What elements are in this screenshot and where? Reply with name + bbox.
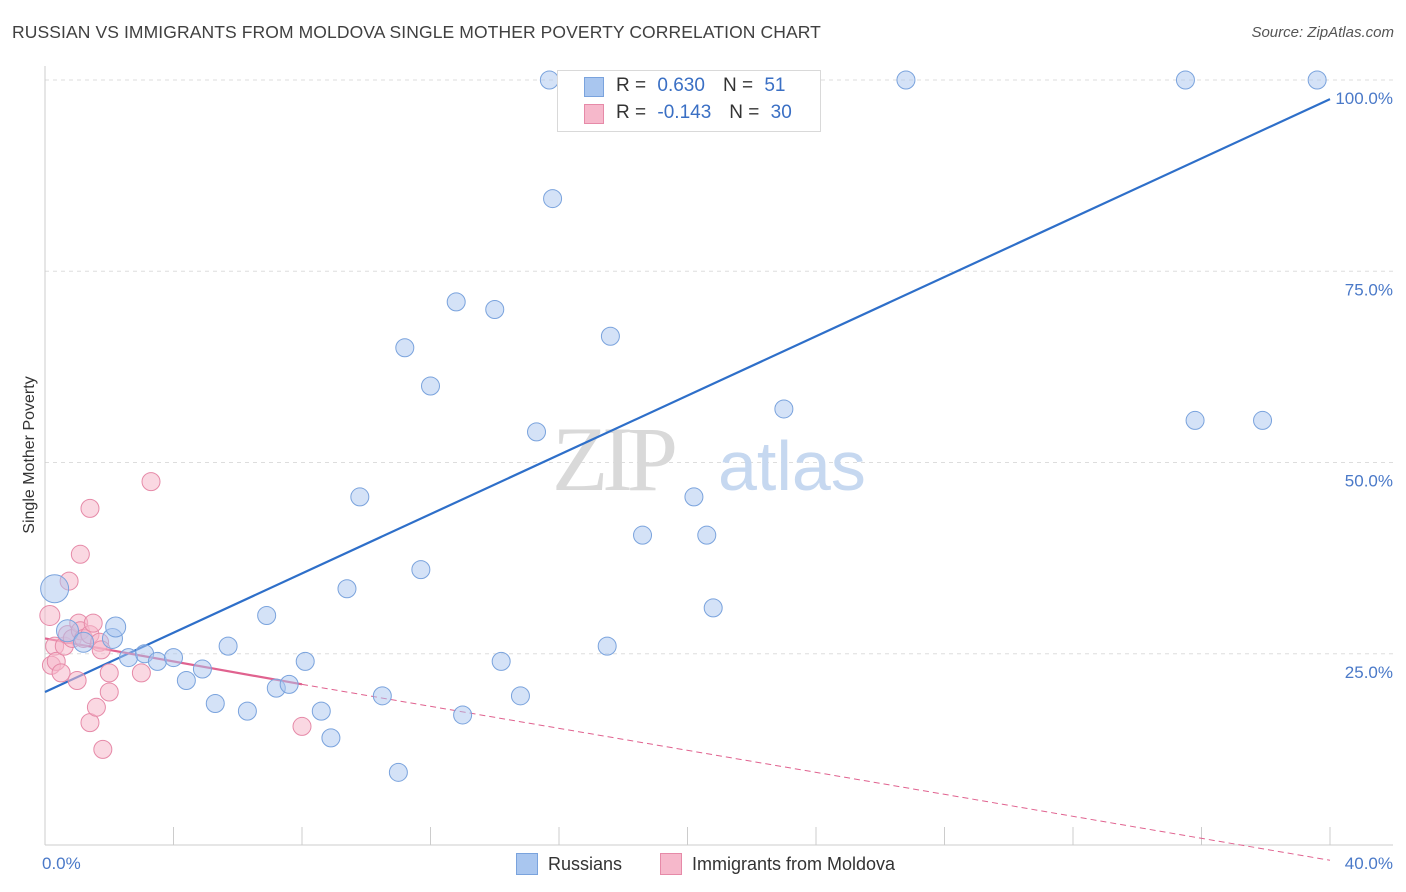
- point-russians: [147, 651, 167, 671]
- point-russians: [105, 616, 127, 638]
- point-russians: [597, 636, 617, 656]
- point-moldova: [99, 682, 119, 702]
- watermark-zip: ZIP: [552, 408, 675, 510]
- point-russians: [1185, 410, 1205, 430]
- point-russians: [192, 659, 212, 679]
- point-moldova: [93, 739, 113, 759]
- point-russians: [539, 70, 559, 90]
- point-moldova: [131, 663, 151, 683]
- legend-item-russians: Russians: [516, 850, 622, 878]
- n-label: N =: [722, 75, 754, 96]
- point-moldova: [67, 671, 87, 691]
- point-moldova: [83, 613, 103, 633]
- point-moldova: [99, 663, 119, 683]
- n-value-moldova: 30: [770, 102, 792, 123]
- point-russians: [1307, 70, 1327, 90]
- y-axis-label: Single Mother Poverty: [21, 376, 38, 533]
- point-russians: [350, 487, 370, 507]
- trend-extension-moldova: [301, 683, 1331, 861]
- r-value-russians: 0.630: [657, 75, 705, 96]
- point-russians: [1253, 410, 1273, 430]
- point-russians: [395, 338, 415, 358]
- point-russians: [896, 70, 916, 90]
- legend-swatch-russians: [584, 77, 604, 97]
- point-russians: [446, 292, 466, 312]
- legend-swatch-moldova: [660, 853, 682, 875]
- n-value-russians: 51: [764, 75, 786, 96]
- point-russians: [321, 728, 341, 748]
- y-tick-label: 100.0%: [1335, 89, 1393, 108]
- point-russians: [421, 376, 440, 396]
- point-russians: [119, 648, 139, 668]
- chart-title: RUSSIAN VS IMMIGRANTS FROM MOLDOVA SINGL…: [12, 22, 821, 42]
- n-label: N =: [729, 102, 760, 123]
- point-russians: [164, 648, 183, 668]
- legend-swatch-moldova: [584, 104, 604, 124]
- point-moldova: [39, 605, 61, 626]
- point-russians: [491, 651, 511, 671]
- points-russians: [40, 70, 1327, 782]
- point-russians: [205, 693, 225, 713]
- r-value-moldova: -0.143: [657, 102, 712, 123]
- point-moldova: [70, 544, 90, 564]
- point-russians: [697, 525, 717, 545]
- point-russians: [453, 705, 473, 725]
- r-label: R =: [616, 102, 647, 123]
- point-russians: [55, 619, 79, 643]
- point-moldova: [141, 472, 161, 492]
- point-russians: [703, 598, 723, 618]
- point-russians: [73, 631, 95, 653]
- x-tick-label: 0.0%: [42, 854, 81, 873]
- point-russians: [1175, 70, 1195, 90]
- r-label: R =: [616, 75, 647, 96]
- point-russians: [279, 674, 299, 694]
- point-russians: [257, 606, 277, 625]
- point-russians: [510, 686, 530, 706]
- legend-item-moldova: Immigrants from Moldova: [660, 850, 895, 878]
- point-russians: [372, 686, 392, 706]
- point-russians: [311, 701, 331, 721]
- point-russians: [684, 487, 704, 507]
- axes: [44, 66, 1393, 846]
- point-russians: [337, 579, 357, 599]
- grid-lines: [45, 79, 1393, 655]
- legend-swatch-russians: [516, 853, 538, 875]
- legend-row-moldova: R = -0.143 N = 30: [616, 101, 792, 125]
- point-moldova: [86, 697, 106, 717]
- y-tick-label: 25.0%: [1345, 663, 1393, 682]
- point-russians: [527, 422, 547, 442]
- point-russians: [176, 671, 196, 691]
- y-tick-label: 75.0%: [1345, 280, 1393, 299]
- point-russians: [543, 189, 563, 209]
- point-russians: [388, 762, 408, 782]
- x-tick-label: 40.0%: [1345, 854, 1393, 873]
- point-moldova: [80, 498, 100, 518]
- point-russians: [237, 701, 257, 721]
- y-tick-label: 50.0%: [1345, 472, 1393, 491]
- point-russians: [600, 326, 620, 346]
- point-russians: [633, 525, 653, 545]
- legend-label-moldova: Immigrants from Moldova: [692, 853, 896, 874]
- source-label: Source: ZipAtlas.com: [1251, 24, 1394, 41]
- legend-label-russians: Russians: [548, 853, 623, 874]
- point-russians: [774, 399, 794, 419]
- point-russians: [218, 636, 238, 656]
- watermark-atlas: atlas: [718, 427, 866, 505]
- point-russians: [295, 651, 315, 671]
- tick-labels: 25.0% 50.0% 75.0% 100.0% 0.0% 40.0%: [42, 89, 1393, 873]
- point-moldova: [51, 663, 71, 683]
- trend-lines: [44, 98, 1331, 861]
- stats-legend: R = 0.630 N = 51 R = -0.143 N = 30: [557, 70, 821, 132]
- point-russians: [40, 574, 70, 604]
- trend-line-russians: [44, 98, 1331, 693]
- legend-row-russians: R = 0.630 N = 51: [616, 74, 785, 98]
- watermark: ZIP atlas: [552, 408, 866, 510]
- point-russians: [411, 560, 431, 580]
- point-moldova: [292, 716, 312, 736]
- point-russians: [485, 300, 505, 319]
